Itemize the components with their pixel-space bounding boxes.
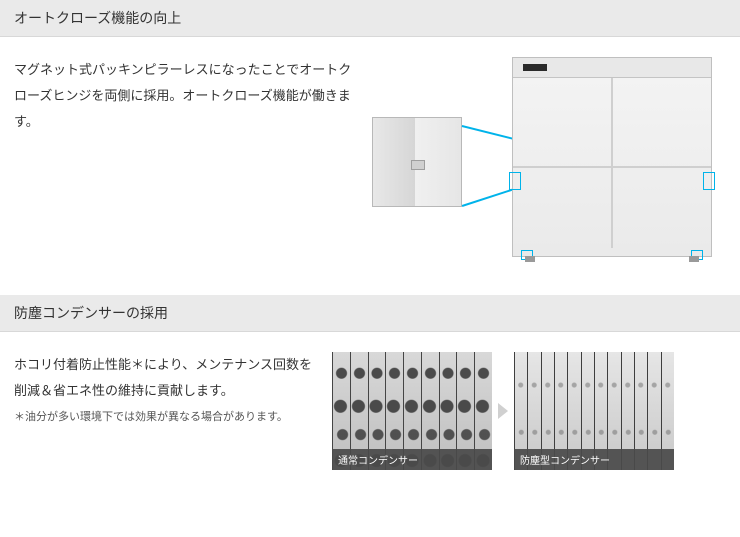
section2-header: 防塵コンデンサーの採用 (0, 295, 740, 332)
condenser-comparison: 通常コンデンサー 防塵型コンデンサー (332, 352, 674, 470)
section1-text: マグネット式パッキンピラーレスになったことでオートクローズヒンジを両側に採用。オ… (14, 57, 354, 135)
section2-body: ホコリ付着防止性能＊により、メンテナンス回数を削減＆省エネ性の維持に貢献します。… (0, 332, 740, 498)
leg (525, 256, 535, 262)
section1-body: マグネット式パッキンピラーレスになったことでオートクローズヒンジを両側に採用。オ… (0, 37, 740, 295)
section2-footnote: ＊油分が多い環境下では効果が異なる場合があります。 (14, 408, 314, 428)
section2-text-column: ホコリ付着防止性能＊により、メンテナンス回数を削減＆省エネ性の維持に貢献します。… (14, 352, 314, 428)
highlight-box-mid-right (703, 172, 715, 190)
hinge-detail-inset (372, 117, 462, 207)
highlight-box-mid-left (509, 172, 521, 190)
door-divider-horizontal (513, 166, 711, 168)
condenser-normal-caption: 通常コンデンサー (332, 449, 492, 470)
refrigerator-display (523, 64, 547, 71)
arrow-right-icon (498, 403, 508, 419)
door-divider-vertical (611, 78, 613, 248)
refrigerator-legs (513, 256, 711, 262)
section2-text: ホコリ付着防止性能＊により、メンテナンス回数を削減＆省エネ性の維持に貢献します。 (14, 352, 314, 404)
refrigerator-doors (513, 78, 711, 248)
section1-header: オートクローズ機能の向上 (0, 0, 740, 37)
fridge-illustration (372, 57, 722, 267)
hinge-detail-part (411, 160, 425, 170)
refrigerator-top-panel (513, 58, 711, 78)
condenser-dustproof-caption: 防塵型コンデンサー (514, 449, 674, 470)
condenser-dustproof: 防塵型コンデンサー (514, 352, 674, 470)
leg (689, 256, 699, 262)
condenser-normal: 通常コンデンサー (332, 352, 492, 470)
refrigerator-body (512, 57, 712, 257)
